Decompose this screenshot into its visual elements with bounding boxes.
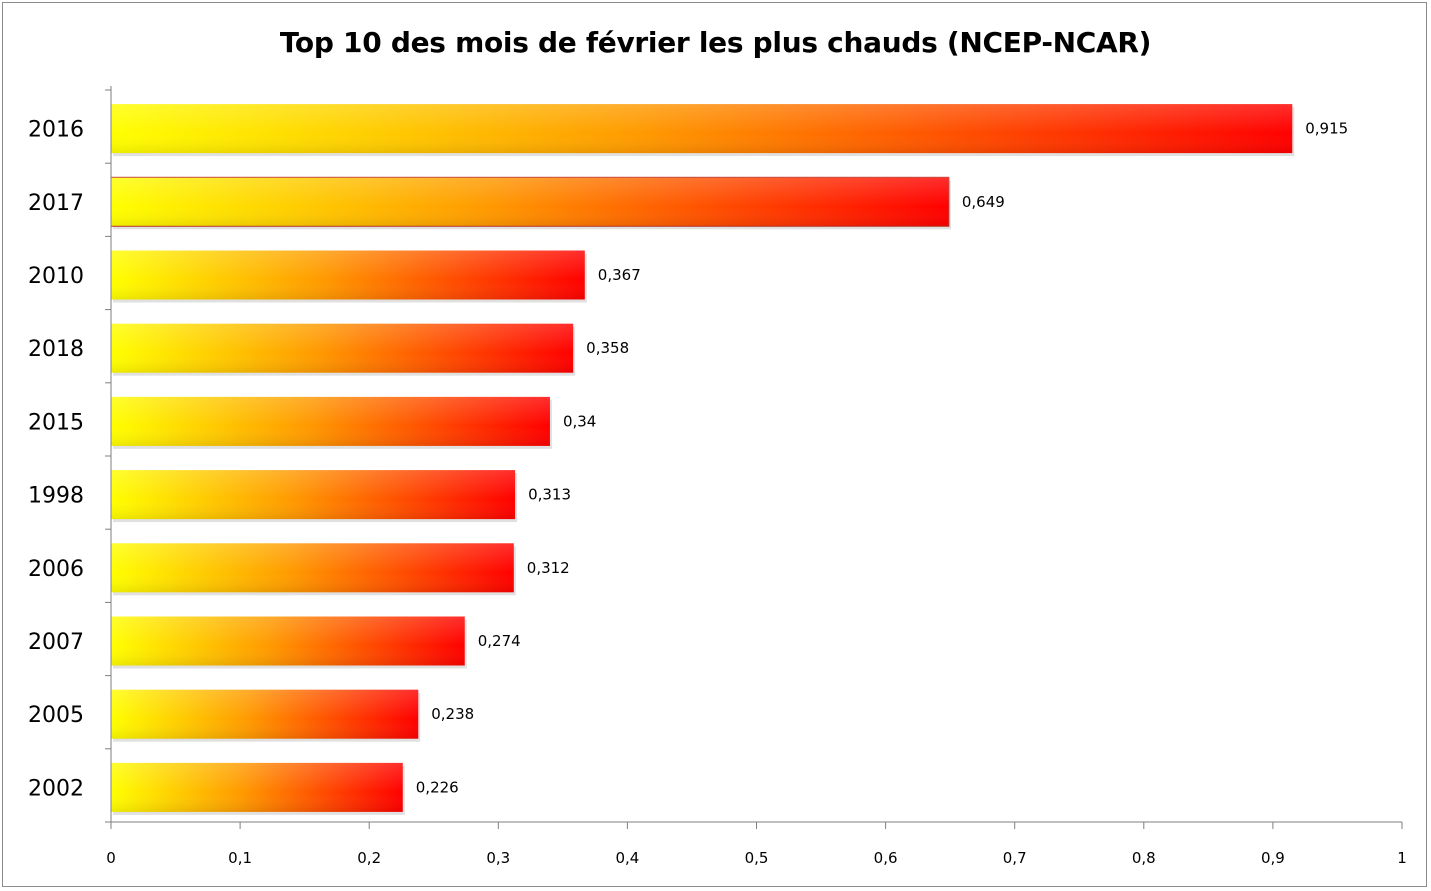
bar-highlight — [111, 543, 514, 593]
bar-highlight — [111, 250, 585, 300]
bar-highlight — [111, 396, 550, 446]
bar-highlight — [111, 762, 403, 812]
data-label-2016: 0,915 — [1305, 120, 1348, 138]
bar-highlight — [111, 616, 465, 666]
bar-highlight — [111, 104, 1293, 154]
bar-highlight — [111, 470, 516, 520]
x-tick-label: 0,5 — [745, 849, 769, 867]
bar-highlight — [111, 177, 949, 227]
x-tick-label: 0,1 — [228, 849, 252, 867]
data-label-2017: 0,649 — [962, 193, 1005, 211]
bars-layer: 0,915 0,649 0,367 0,358 0,34 0,313 0,312 0,274 0… — [110, 104, 1348, 815]
x-tick-label: 0,4 — [615, 849, 639, 867]
x-tick-label: 0,8 — [1132, 849, 1156, 867]
category-label-2006: 2006 — [28, 557, 84, 582]
category-label-2017: 2017 — [28, 191, 84, 216]
category-label-2016: 2016 — [28, 118, 84, 143]
chart-title: Top 10 des mois de février les plus chau… — [279, 26, 1152, 59]
category-label-2007: 2007 — [28, 630, 84, 655]
x-tick-label: 0,2 — [357, 849, 381, 867]
x-tick-label: 1 — [1397, 849, 1407, 867]
x-tick-label: 0,3 — [486, 849, 510, 867]
category-label-2010: 2010 — [28, 264, 84, 289]
category-label-2015: 2015 — [28, 410, 84, 435]
data-label-2015: 0,34 — [563, 412, 596, 430]
data-label-1998: 0,313 — [528, 486, 571, 504]
data-label-2002: 0,226 — [416, 778, 459, 796]
x-tick-label: 0,6 — [874, 849, 898, 867]
data-label-2006: 0,312 — [527, 559, 570, 577]
x-tick-label: 0,9 — [1261, 849, 1285, 867]
axis-layer: 2016 2017 2010 2018 2015 1998 2006 2007 2005 2002… — [28, 86, 1407, 867]
category-label-2018: 2018 — [28, 337, 84, 362]
category-label-1998: 1998 — [28, 484, 84, 509]
data-label-2007: 0,274 — [478, 632, 521, 650]
x-tick-label: 0,7 — [1003, 849, 1027, 867]
bar-highlight — [111, 689, 419, 739]
x-tick-label: 0 — [106, 849, 116, 867]
bar-highlight — [111, 323, 574, 373]
category-label-2005: 2005 — [28, 703, 84, 728]
data-label-2018: 0,358 — [586, 339, 629, 357]
data-label-2005: 0,238 — [431, 705, 474, 723]
data-label-2010: 0,367 — [598, 266, 641, 284]
category-label-2002: 2002 — [28, 776, 84, 801]
